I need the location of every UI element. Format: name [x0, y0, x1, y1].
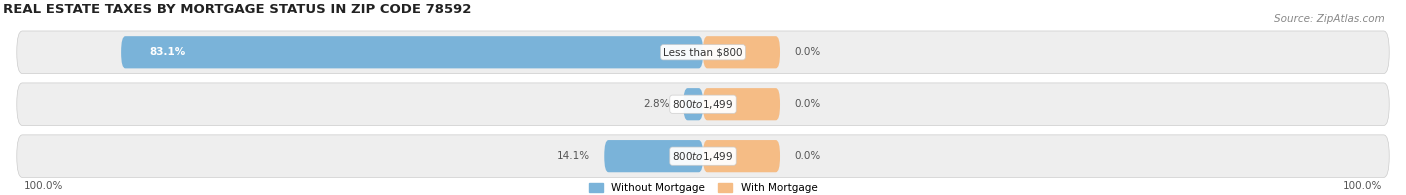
Text: REAL ESTATE TAXES BY MORTGAGE STATUS IN ZIP CODE 78592: REAL ESTATE TAXES BY MORTGAGE STATUS IN …: [3, 3, 471, 16]
Text: 0.0%: 0.0%: [794, 151, 820, 161]
FancyBboxPatch shape: [605, 140, 703, 172]
FancyBboxPatch shape: [703, 36, 780, 68]
Text: Less than $800: Less than $800: [664, 47, 742, 57]
FancyBboxPatch shape: [17, 31, 1389, 74]
Text: $800 to $1,499: $800 to $1,499: [672, 150, 734, 163]
Text: $800 to $1,499: $800 to $1,499: [672, 98, 734, 111]
FancyBboxPatch shape: [17, 83, 1389, 126]
Text: 83.1%: 83.1%: [149, 47, 186, 57]
Text: 0.0%: 0.0%: [794, 47, 820, 57]
FancyBboxPatch shape: [17, 135, 1389, 177]
Text: 0.0%: 0.0%: [794, 99, 820, 109]
FancyBboxPatch shape: [703, 140, 780, 172]
FancyBboxPatch shape: [703, 88, 780, 120]
Text: Source: ZipAtlas.com: Source: ZipAtlas.com: [1274, 14, 1385, 24]
Text: 100.0%: 100.0%: [24, 181, 63, 191]
FancyBboxPatch shape: [683, 88, 703, 120]
Text: 14.1%: 14.1%: [557, 151, 591, 161]
FancyBboxPatch shape: [121, 36, 703, 68]
Text: 100.0%: 100.0%: [1343, 181, 1382, 191]
Legend: Without Mortgage, With Mortgage: Without Mortgage, With Mortgage: [589, 183, 817, 193]
Text: 2.8%: 2.8%: [643, 99, 669, 109]
